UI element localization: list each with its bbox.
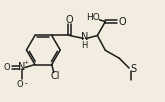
Text: -: -: [25, 79, 27, 88]
Text: +: +: [23, 60, 29, 65]
Text: O: O: [17, 80, 23, 89]
Text: H: H: [81, 41, 88, 50]
Text: O: O: [118, 17, 126, 27]
Text: O: O: [4, 63, 10, 72]
Text: Cl: Cl: [51, 71, 61, 81]
Text: S: S: [130, 64, 136, 74]
Text: N: N: [18, 62, 26, 72]
Text: HO: HO: [86, 13, 100, 22]
Text: N: N: [81, 32, 88, 42]
Text: O: O: [66, 15, 73, 25]
